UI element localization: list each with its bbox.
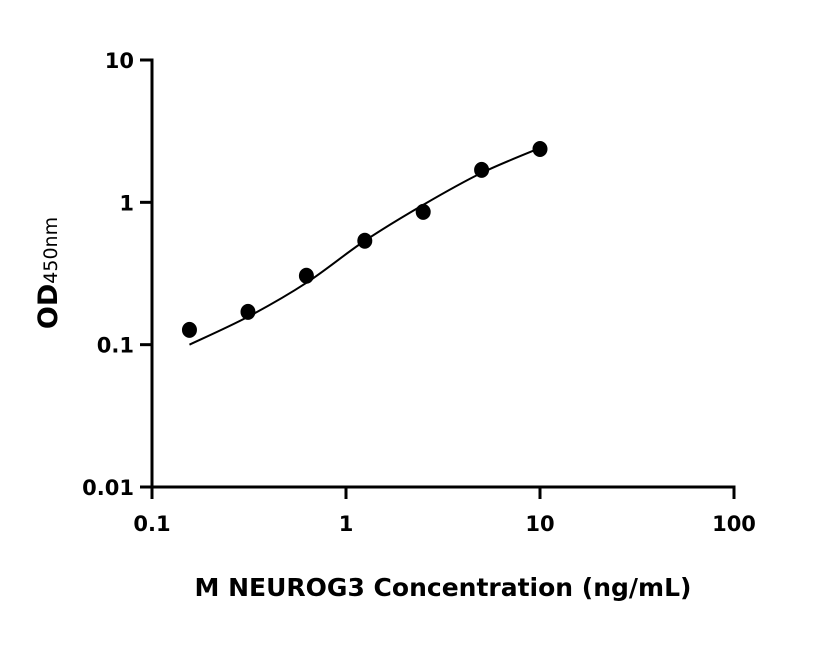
x-tick-label: 10: [525, 512, 554, 536]
axes: [150, 58, 736, 489]
y-axis-label-main: OD: [33, 284, 64, 329]
data-point: [240, 303, 256, 320]
y-axis-label-sub: 450nm: [40, 217, 62, 284]
x-tick-label: 0.1: [133, 512, 170, 536]
x-tick-label: 100: [712, 512, 756, 536]
data-point: [532, 140, 548, 157]
data-point: [357, 232, 373, 249]
x-axis-label: M NEUROG3 Concentration (ng/mL): [195, 573, 692, 602]
y-axis-label: OD450nm: [33, 217, 64, 329]
x-tick-label: 1: [339, 512, 354, 536]
data-points: [181, 140, 548, 338]
y-tick-label: 10: [105, 49, 134, 73]
data-point: [298, 267, 314, 284]
y-tick-label: 0.01: [82, 476, 134, 500]
data-point: [474, 161, 490, 178]
y-tick-label: 1: [119, 191, 134, 215]
data-point: [415, 203, 431, 220]
ticks: 0.1 1 10 100 0.01 0.1 1 10: [82, 49, 756, 536]
y-tick-label: 0.1: [97, 334, 134, 358]
data-point: [181, 321, 197, 338]
